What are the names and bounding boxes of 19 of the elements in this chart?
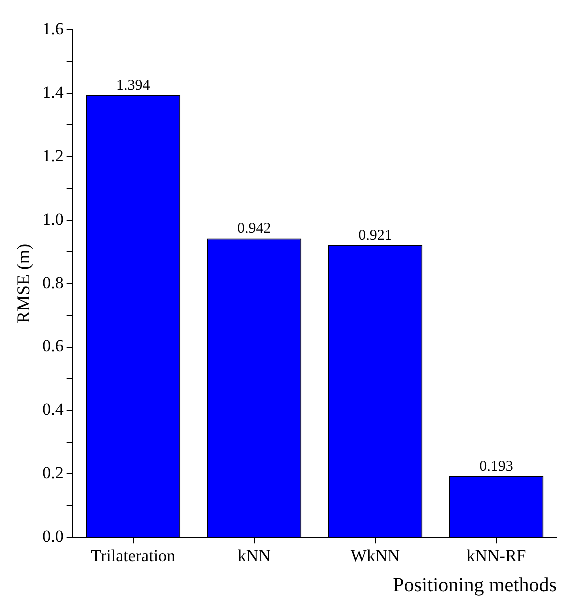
x-tick-label: kNN — [238, 546, 271, 566]
data-label: 0.942 — [238, 221, 272, 238]
y-tick-label: 1.6 — [42, 19, 64, 38]
y-tick-label: 0.2 — [42, 464, 64, 483]
x-axis-title: Positioning methods — [393, 574, 558, 596]
x-tick-label: WkNN — [350, 546, 400, 566]
y-tick-label: 0.8 — [42, 273, 64, 292]
data-label: 0.193 — [480, 458, 514, 475]
x-tick-label: Trilateration — [91, 546, 176, 566]
y-tick-label: 0.6 — [42, 336, 64, 356]
y-tick-label: 0.0 — [42, 527, 64, 546]
data-label: 0.921 — [358, 228, 392, 244]
y-tick-label: 1.2 — [42, 146, 64, 166]
data-label: 1.394 — [116, 78, 151, 94]
y-axis-title: RMSE (m) — [14, 244, 34, 324]
y-tick-label: 1.4 — [42, 82, 64, 102]
y-tick-label: 0.4 — [42, 400, 64, 420]
y-tick-label: 1.0 — [42, 210, 64, 229]
x-tick-label: kNN-RF — [466, 546, 526, 566]
